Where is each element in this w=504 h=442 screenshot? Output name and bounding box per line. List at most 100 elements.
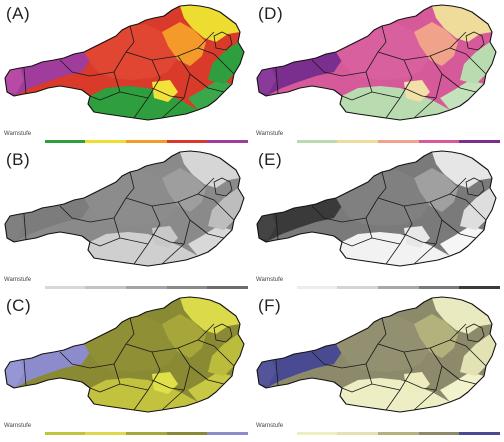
state-border [151,87,185,99]
state-border [429,347,477,385]
zone-west [5,344,90,388]
legend-swatch [256,140,297,143]
legend-color-bar [256,432,501,435]
zone-ne [180,151,240,188]
vienna-border [213,31,233,51]
state-border [197,193,235,221]
state-border [23,359,27,387]
zone-west [5,52,90,96]
zone-tip [257,360,276,386]
legend-label: Warnstufe [256,131,284,137]
legend-swatch [166,286,208,289]
state-border [23,213,27,241]
legend-swatch [459,286,501,289]
zone-east [208,42,244,84]
legend-swatch [85,432,127,435]
state-border [133,59,161,119]
legend-swatch [418,140,460,143]
state-border [113,25,135,73]
state-border [113,317,135,365]
country-outline [4,150,245,267]
zone-se [340,378,450,412]
state-border [133,205,161,265]
legend-color-bar [4,432,249,435]
state-border [177,55,225,93]
legend-swatch [296,286,338,289]
state-border [177,201,225,239]
legend-swatch [378,140,419,143]
zone-west [257,198,342,242]
zone-tip [257,214,276,240]
vienna-border [213,323,233,343]
zone-sefar [440,80,484,110]
legend-swatch [44,140,86,143]
panel-label: (B) [6,150,31,169]
legend-swatch [207,432,249,435]
zone-sefar [440,226,484,256]
legend-swatch [459,140,501,143]
legend-swatch [418,286,460,289]
country-outline [256,150,497,267]
legend-label: Warnstufe [4,423,32,429]
legend-swatch [256,432,297,435]
state-border [151,233,185,245]
legend-label: Warnstufe [256,277,284,283]
zone-nemid [162,22,206,66]
zone-ne [180,297,240,334]
state-border [365,317,387,365]
zone-sefar [188,80,232,110]
zone-se [340,86,450,120]
panel-label: (F) [258,296,282,315]
legend-swatch [166,140,208,143]
panel-c: (C) Warnstufe [2,294,250,439]
legend-color-bar [4,286,249,289]
state-border [385,351,413,411]
legend-swatch [4,140,45,143]
state-border [119,237,149,245]
panel-a: (A) Warnstufe [2,2,250,147]
vienna-border [465,323,485,343]
legend-swatch [126,140,167,143]
zone-ne [432,5,492,42]
state-border [197,47,235,75]
panel-e: (E) Warnstufe [254,148,502,293]
zone-west [257,344,342,388]
state-border [429,201,477,239]
zone-tip [5,68,24,94]
legend-swatch [4,432,45,435]
legend-swatch [166,432,208,435]
legend-swatch [85,286,127,289]
legend-swatch [207,286,249,289]
panel-b-map [4,150,245,267]
zone-tip [5,360,24,386]
state-border [23,67,27,95]
zone-tip [5,214,24,240]
zone-tip [257,68,276,94]
panel-label: (D) [258,4,284,23]
panel-e-map [256,150,497,267]
legend-swatch [44,432,86,435]
country-outline [4,4,245,121]
zone-west [5,198,90,242]
legend-swatch [418,432,460,435]
country-outline [256,4,497,121]
state-border [119,383,149,391]
zone-nemid [162,314,206,358]
zone-east [460,334,496,376]
state-border [371,91,401,99]
state-border [449,193,487,221]
legend-swatch [44,286,86,289]
zone-nemid [414,22,458,66]
legend-swatch [337,432,379,435]
legend-color-bar [256,140,501,143]
legend-swatch [296,140,338,143]
legend-swatch [337,140,379,143]
legend-swatch [337,286,379,289]
zone-ne [432,151,492,188]
zone-nemid [414,168,458,212]
zone-east [460,188,496,230]
state-border [371,383,401,391]
zone-ne [432,297,492,334]
legend-color-bar [4,140,249,143]
zone-east [208,334,244,376]
